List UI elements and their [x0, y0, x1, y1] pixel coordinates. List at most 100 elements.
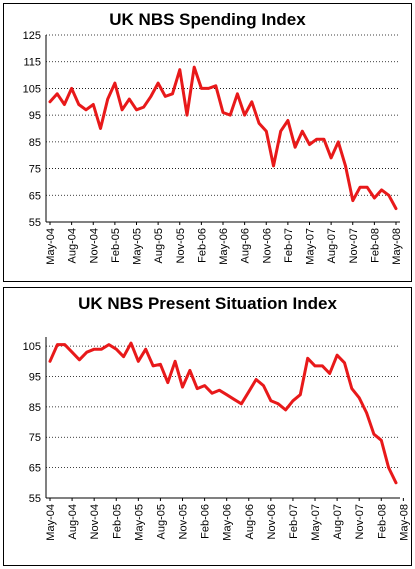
data-point: [100, 347, 103, 351]
data-point: [122, 355, 125, 358]
y-tick-label: 55: [29, 217, 41, 229]
data-point: [286, 119, 290, 122]
data-point: [344, 164, 347, 168]
x-tick-label: May-04: [45, 504, 57, 541]
data-point: [257, 121, 261, 125]
data-point: [225, 393, 228, 396]
x-tick-label: Feb-05: [111, 504, 123, 539]
x-tick-label: May-07: [305, 228, 317, 265]
data-point: [337, 140, 340, 144]
x-tick-label: Aug-05: [155, 504, 167, 539]
x-tick-label: Aug-04: [67, 504, 79, 539]
data-point: [137, 360, 140, 363]
x-tick-label: Nov-04: [88, 228, 100, 263]
data-point: [313, 364, 317, 368]
data-point: [308, 143, 311, 146]
data-point: [394, 207, 398, 210]
data-point: [243, 113, 246, 117]
x-tick-label: May-06: [222, 504, 234, 541]
x-tick-label: May-08: [398, 504, 410, 541]
x-tick-label: Aug-04: [67, 228, 79, 263]
data-point: [387, 466, 390, 469]
x-tick-label: Aug-06: [240, 228, 252, 263]
data-point: [321, 364, 324, 368]
data-point: [329, 156, 333, 160]
data-point: [365, 186, 369, 189]
y-tick-label: 85: [29, 137, 41, 149]
data-point: [173, 360, 177, 363]
data-point: [106, 97, 109, 101]
data-point: [272, 164, 275, 168]
data-point: [335, 354, 339, 357]
data-point: [196, 387, 199, 390]
data-point: [358, 186, 362, 189]
data-point: [70, 87, 73, 90]
x-tick-label: May-07: [310, 504, 322, 541]
data-point: [365, 411, 368, 415]
data-point: [380, 439, 383, 442]
data-point: [99, 127, 102, 130]
x-tick-label: Nov-05: [178, 504, 190, 539]
data-point: [351, 199, 354, 202]
data-point: [207, 87, 210, 90]
data-point: [262, 384, 265, 387]
data-point: [78, 358, 81, 361]
x-tick-label: May-08: [391, 228, 403, 265]
data-point: [178, 68, 181, 71]
x-tick-label: Feb-06: [196, 228, 208, 263]
y-tick-label: 65: [29, 190, 41, 202]
data-point: [240, 402, 243, 406]
x-tick-label: Feb-07: [288, 504, 300, 539]
y-tick-label: 55: [29, 493, 41, 505]
x-tick-label: Nov-07: [348, 228, 360, 263]
x-tick-label: Feb-05: [110, 228, 122, 263]
data-point: [291, 399, 295, 402]
data-point: [328, 372, 331, 375]
x-tick-label: Feb-06: [200, 504, 212, 539]
x-tick-label: Aug-07: [326, 228, 338, 263]
data-point: [372, 433, 376, 436]
data-point: [232, 398, 236, 401]
data-point: [293, 146, 297, 149]
data-point: [85, 350, 89, 354]
y-tick-label: 95: [29, 371, 41, 383]
y-tick-label: 75: [29, 164, 41, 176]
data-point: [70, 350, 74, 354]
data-point: [135, 108, 138, 112]
data-point: [301, 129, 304, 133]
data-point: [171, 92, 174, 95]
data-point: [315, 137, 318, 141]
data-point: [120, 108, 124, 112]
data-point: [214, 84, 217, 87]
chart-title: UK NBS Present Situation Index: [78, 294, 337, 313]
x-tick-label: Aug-06: [244, 504, 256, 539]
data-point: [166, 381, 169, 384]
x-tick-label: Aug-05: [153, 228, 165, 263]
data-point: [56, 92, 59, 95]
data-point: [306, 357, 309, 360]
data-point: [343, 361, 346, 365]
data-point: [221, 111, 225, 114]
y-tick-label: 75: [29, 432, 41, 444]
data-point: [159, 363, 162, 366]
x-tick-label: May-05: [133, 504, 145, 541]
x-tick-label: Feb-07: [283, 228, 295, 263]
spending-index-chart-panel: UK NBS Spending Index 125 115 105 95 85 75 65 5…: [3, 3, 412, 282]
data-point: [142, 105, 145, 109]
data-point: [269, 399, 273, 402]
data-point: [144, 347, 147, 351]
data-point: [113, 81, 117, 85]
series-line: [48, 341, 398, 485]
data-point: [192, 65, 196, 69]
data-point: [284, 408, 287, 412]
y-tick-label: 65: [29, 463, 41, 475]
data-point: [200, 87, 203, 90]
data-point: [250, 100, 254, 103]
data-point: [254, 378, 258, 381]
data-point: [77, 103, 81, 106]
y-tick-label: 105: [23, 83, 41, 95]
data-point: [185, 113, 189, 117]
data-point: [247, 390, 250, 393]
y-tick-label: 105: [23, 341, 41, 353]
data-point: [56, 343, 59, 346]
